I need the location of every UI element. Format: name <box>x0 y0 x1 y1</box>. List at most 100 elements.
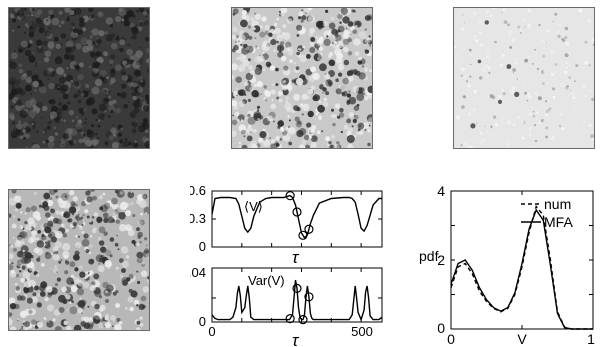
pattern-blotch <box>120 21 123 24</box>
pattern-blotch <box>275 135 281 141</box>
var-v-xlabel: τ <box>292 331 300 347</box>
pattern-blotch <box>61 223 65 228</box>
pattern-blotch <box>58 307 65 313</box>
pattern-blotch <box>55 241 62 249</box>
pattern-blotch <box>529 145 532 148</box>
pattern-blotch <box>312 72 320 81</box>
pattern-blotch <box>517 116 521 119</box>
pattern-blotch <box>347 51 353 56</box>
pattern-blotch <box>273 22 278 27</box>
pattern-blotch <box>144 140 149 148</box>
pattern-blotch <box>110 77 116 84</box>
pattern-blotch <box>48 233 53 238</box>
pattern-blotch <box>46 19 49 22</box>
pattern-blotch <box>534 92 538 96</box>
pattern-blotch <box>100 246 106 253</box>
pattern-blotch <box>12 14 15 16</box>
pattern-blotch <box>142 250 149 258</box>
pattern-blotch <box>280 41 285 46</box>
pattern-blotch <box>247 124 252 129</box>
pattern-blotch <box>24 250 27 253</box>
pattern-blotch <box>43 57 50 63</box>
pattern-blotch <box>72 139 77 144</box>
pattern-blotch <box>61 192 69 201</box>
pattern-blotch <box>88 251 92 255</box>
pattern-blotch <box>23 136 27 140</box>
pattern-blotch <box>468 112 472 116</box>
pattern-blotch <box>42 140 46 144</box>
pattern-blotch <box>90 51 96 58</box>
pattern-blotch <box>485 64 489 68</box>
pattern-blotch <box>67 101 71 105</box>
pattern-blotch <box>142 122 149 129</box>
pattern-blotch <box>336 118 339 121</box>
pattern-blotch <box>32 106 41 114</box>
pattern-blotch <box>105 290 108 294</box>
pattern-blotch <box>15 273 20 278</box>
pattern-blotch <box>245 72 253 81</box>
pattern-blotch <box>36 248 44 255</box>
pattern-blotch <box>87 190 93 193</box>
pattern-blotch <box>517 25 521 29</box>
pattern-blotch <box>318 26 322 30</box>
pattern-blotch <box>121 260 129 268</box>
pattern-blotch <box>522 121 525 124</box>
pattern-blotch <box>69 127 78 136</box>
pattern-blotch <box>114 64 122 72</box>
pattern-blotch <box>132 214 136 217</box>
pattern-blotch <box>283 80 286 83</box>
pattern-blotch <box>311 141 317 148</box>
pattern-blotch <box>463 142 467 147</box>
pattern-blotch <box>280 55 287 62</box>
pattern-blotch <box>103 217 109 223</box>
pattern-blotch <box>323 38 331 46</box>
pattern-blotch <box>75 116 79 119</box>
pattern-blotch <box>581 67 583 69</box>
pattern-blotch <box>135 327 141 330</box>
pattern-blotch <box>80 321 86 327</box>
pattern-blotch <box>546 82 549 84</box>
pattern-blotch <box>140 97 143 100</box>
pattern-blotch <box>328 141 332 145</box>
pattern-blotch <box>282 85 288 91</box>
pattern-blotch <box>9 77 17 85</box>
pattern-blotch <box>564 36 568 40</box>
pattern-blotch <box>481 139 486 143</box>
pattern-blotch <box>578 8 583 13</box>
var-v-ytick-0: 0 <box>199 314 206 329</box>
pattern-blotch <box>238 145 242 148</box>
pattern-blotch <box>501 11 503 14</box>
pattern-blotch <box>78 107 84 114</box>
pattern-blotch <box>103 231 108 236</box>
pattern-blotch <box>121 279 129 286</box>
pattern-blotch <box>68 9 75 16</box>
pattern-blotch <box>9 303 17 310</box>
pattern-blotch <box>587 19 591 23</box>
pattern-blotch <box>135 242 140 247</box>
pattern-blotch <box>26 297 33 304</box>
pattern-blotch <box>61 84 69 92</box>
pattern-blotch <box>31 8 36 12</box>
pattern-blotch <box>327 30 331 35</box>
pattern-blotch <box>24 321 30 328</box>
pattern-blotch <box>277 90 284 96</box>
pattern-blotch <box>545 100 548 103</box>
pattern-blotch <box>367 85 372 94</box>
pattern-blotch <box>493 115 497 119</box>
pattern-blotch <box>72 26 75 29</box>
pattern-blotch <box>33 191 38 196</box>
pattern-blotch <box>102 212 109 219</box>
pattern-blotch <box>137 87 144 93</box>
pattern-blotch <box>69 301 72 305</box>
pattern-blotch <box>67 16 70 19</box>
pattern-blotch <box>66 18 70 22</box>
pattern-blotch <box>19 270 22 273</box>
pattern-blotch <box>122 95 125 98</box>
pattern-blotch <box>9 264 14 271</box>
pdf-ylabel: pdf <box>419 248 439 264</box>
pattern-blotch <box>86 215 90 219</box>
pattern-blotch <box>91 216 95 219</box>
pattern-blotch <box>460 27 465 31</box>
pattern-blotch <box>589 89 592 92</box>
pattern-blotch <box>366 114 372 123</box>
